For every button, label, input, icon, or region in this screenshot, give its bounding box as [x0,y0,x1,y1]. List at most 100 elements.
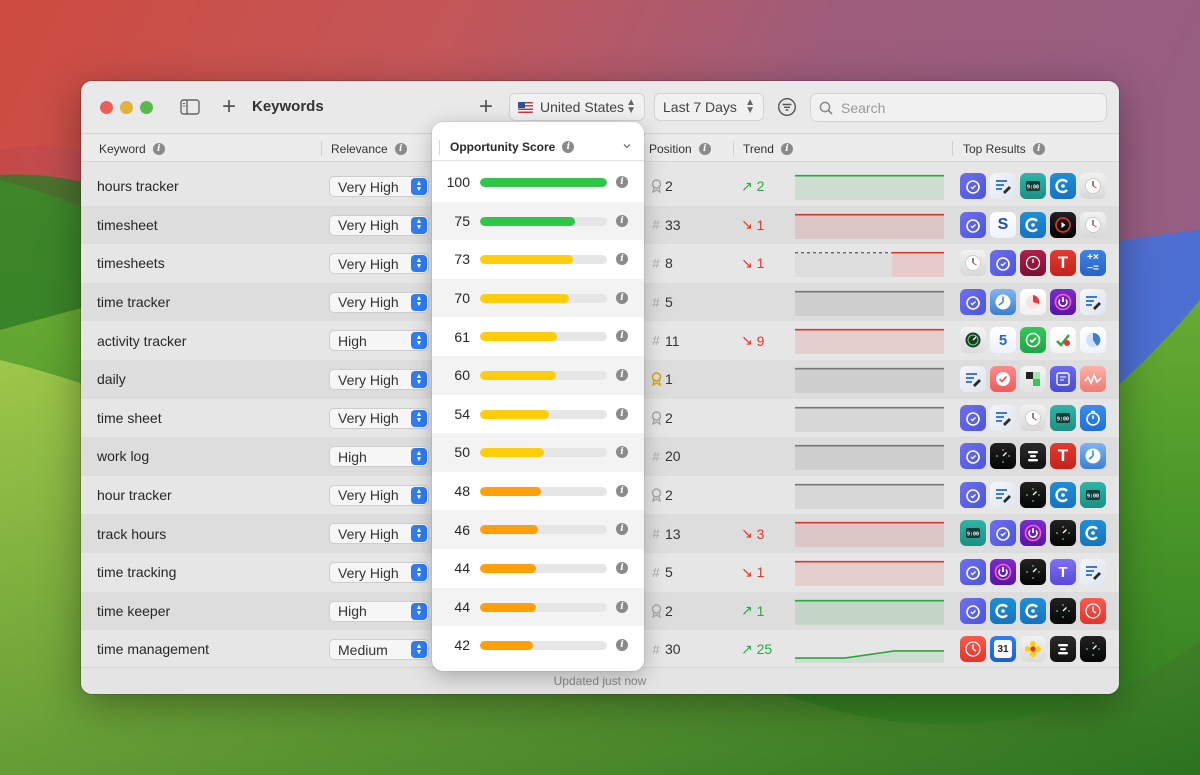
clockify-icon[interactable] [1020,597,1046,624]
teal-clock-icon[interactable]: 9:00 [960,520,986,547]
dark-dial-icon[interactable] [1020,559,1046,585]
column-header-opportunity-score[interactable]: Opportunity Score i [432,134,644,161]
relevance-select[interactable]: High ▲ ▼ [329,446,429,468]
filter-icon[interactable] [776,96,798,118]
five-icon[interactable]: 5 [990,327,1016,354]
timer-heart-icon[interactable] [960,404,986,431]
zoom-window-button[interactable] [140,101,153,114]
clockify-icon[interactable] [1020,211,1046,238]
table-row[interactable]: hours tracker Very High ▲ ▼ 2 ↗ 2 9:00 [81,167,1119,206]
stopwatch-icon[interactable] [1080,404,1106,431]
clockify-icon[interactable] [1050,481,1076,508]
red-clock-face-icon[interactable] [960,636,986,663]
clockify-icon[interactable] [1050,173,1076,199]
timesheet-edit-icon[interactable] [960,366,986,392]
add-button[interactable]: + [478,93,493,120]
timesheet-edit-icon[interactable] [990,404,1016,431]
info-icon[interactable]: i [616,639,628,652]
relevance-select[interactable]: Very High ▲ ▼ [329,253,429,275]
table-row[interactable]: timesheets Very High ▲ ▼ # 8 ↘ 1 T +× −= [81,244,1119,283]
blue-clock-icon[interactable] [1080,443,1106,470]
column-header-top-results[interactable]: Top Results i [963,135,1045,162]
hourly-s-icon[interactable]: S [990,211,1016,238]
clockify-icon[interactable] [1080,520,1106,547]
info-icon[interactable]: i [616,330,628,343]
table-row[interactable]: time tracking Very High ▲ ▼ # 5 ↘ 1 T [81,553,1119,592]
info-icon[interactable]: i [562,141,575,153]
dark-dial-icon[interactable] [1050,597,1076,624]
calculator-icon[interactable]: +× −= [1080,250,1106,277]
power-icon[interactable] [1050,288,1076,315]
pie-chart-icon[interactable] [1080,327,1106,354]
column-header-relevance[interactable]: Relevance i [331,135,407,162]
flower-icon[interactable] [1020,636,1046,663]
relevance-select[interactable]: Very High ▲ ▼ [329,407,429,429]
info-icon[interactable]: i [616,253,628,266]
date-range-select[interactable]: Last 7 Days ▲ ▼ [654,93,764,121]
column-header-trend[interactable]: Trend i [743,135,793,162]
compass-clock-icon[interactable] [960,327,986,354]
dark-dial-icon[interactable] [1080,636,1106,663]
timer-heart-icon[interactable] [960,288,986,315]
timer-heart-icon[interactable] [960,481,986,508]
dark-dial-icon[interactable] [990,443,1016,470]
relevance-select[interactable]: Very High ▲ ▼ [329,214,429,236]
timer-heart-icon[interactable] [960,173,986,199]
analog-clock-icon[interactable] [1080,173,1106,199]
relevance-select[interactable]: Very High ▲ ▼ [329,291,429,313]
relevance-select[interactable]: High ▲ ▼ [329,330,429,352]
column-header-keyword[interactable]: Keyword i [99,135,165,162]
timer-heart-icon[interactable] [960,211,986,238]
info-icon[interactable]: i [616,562,628,574]
red-check-icon[interactable] [990,366,1016,392]
green-check-icon[interactable] [1020,327,1046,354]
red-clock-face-icon[interactable] [1080,597,1106,624]
table-row[interactable]: time management Medium ▲ ▼ # 30 ↗ 25 31 [81,630,1119,669]
wave-icon[interactable] [1080,366,1106,392]
power-icon[interactable] [1020,520,1046,547]
relevance-select[interactable]: High ▲ ▼ [329,600,429,622]
dark-dial-icon[interactable] [1050,520,1076,547]
teal-clock-icon[interactable]: 9:00 [1020,173,1046,199]
timer-heart-icon[interactable] [960,559,986,585]
timer-heart-icon[interactable] [990,250,1016,277]
info-icon[interactable]: i [394,142,407,155]
teal-clock-icon[interactable]: 9:00 [1050,404,1076,431]
info-icon[interactable]: i [152,142,165,155]
analog-clock-icon[interactable] [1020,404,1046,431]
timesheet-edit-icon[interactable] [1080,288,1106,315]
table-row[interactable]: hour tracker Very High ▲ ▼ 2 9:00 [81,476,1119,515]
search-input[interactable]: Search [810,93,1107,122]
timesheet-edit-icon[interactable] [990,173,1016,199]
column-header-position[interactable]: Position i [649,135,711,162]
t-letter-icon[interactable]: T [1050,250,1076,277]
timesheet-edit-icon[interactable] [990,481,1016,508]
country-select[interactable]: United States ▲ ▼ [509,93,645,121]
timesheet-edit-icon[interactable] [1080,559,1106,585]
analog-clock-icon[interactable] [1080,211,1106,238]
info-icon[interactable]: i [616,214,628,227]
info-icon[interactable]: i [616,369,628,381]
relevance-select[interactable]: Very High ▲ ▼ [329,369,429,390]
info-icon[interactable]: i [698,142,711,155]
relevance-select[interactable]: Very High ▲ ▼ [329,523,429,545]
black-play-clock-icon[interactable] [1050,211,1076,238]
info-icon[interactable]: i [616,176,628,188]
t-letter-icon[interactable]: T [1050,443,1076,470]
red-clock-icon[interactable] [1020,250,1046,277]
relevance-select[interactable]: Very High ▲ ▼ [329,176,429,197]
minimize-window-button[interactable] [120,101,133,114]
timer-heart-icon[interactable] [960,443,986,470]
table-row[interactable]: activity tracker High ▲ ▼ # 11 ↘ 9 5 [81,321,1119,360]
add-keyword-button[interactable]: + [221,93,236,120]
info-icon[interactable]: i [616,446,628,459]
info-icon[interactable]: i [1032,142,1045,155]
teal-clock-icon[interactable]: 9:00 [1080,481,1106,508]
timer-heart-icon[interactable] [960,597,986,624]
close-window-button[interactable] [100,101,113,114]
purple-t-icon[interactable]: T [1050,559,1076,585]
table-row[interactable]: time sheet Very High ▲ ▼ 2 9:00 [81,399,1119,438]
blue-clock-icon[interactable] [990,288,1016,315]
pie-timer-icon[interactable] [1020,288,1046,315]
calendar-31-icon[interactable]: 31 [990,636,1016,663]
